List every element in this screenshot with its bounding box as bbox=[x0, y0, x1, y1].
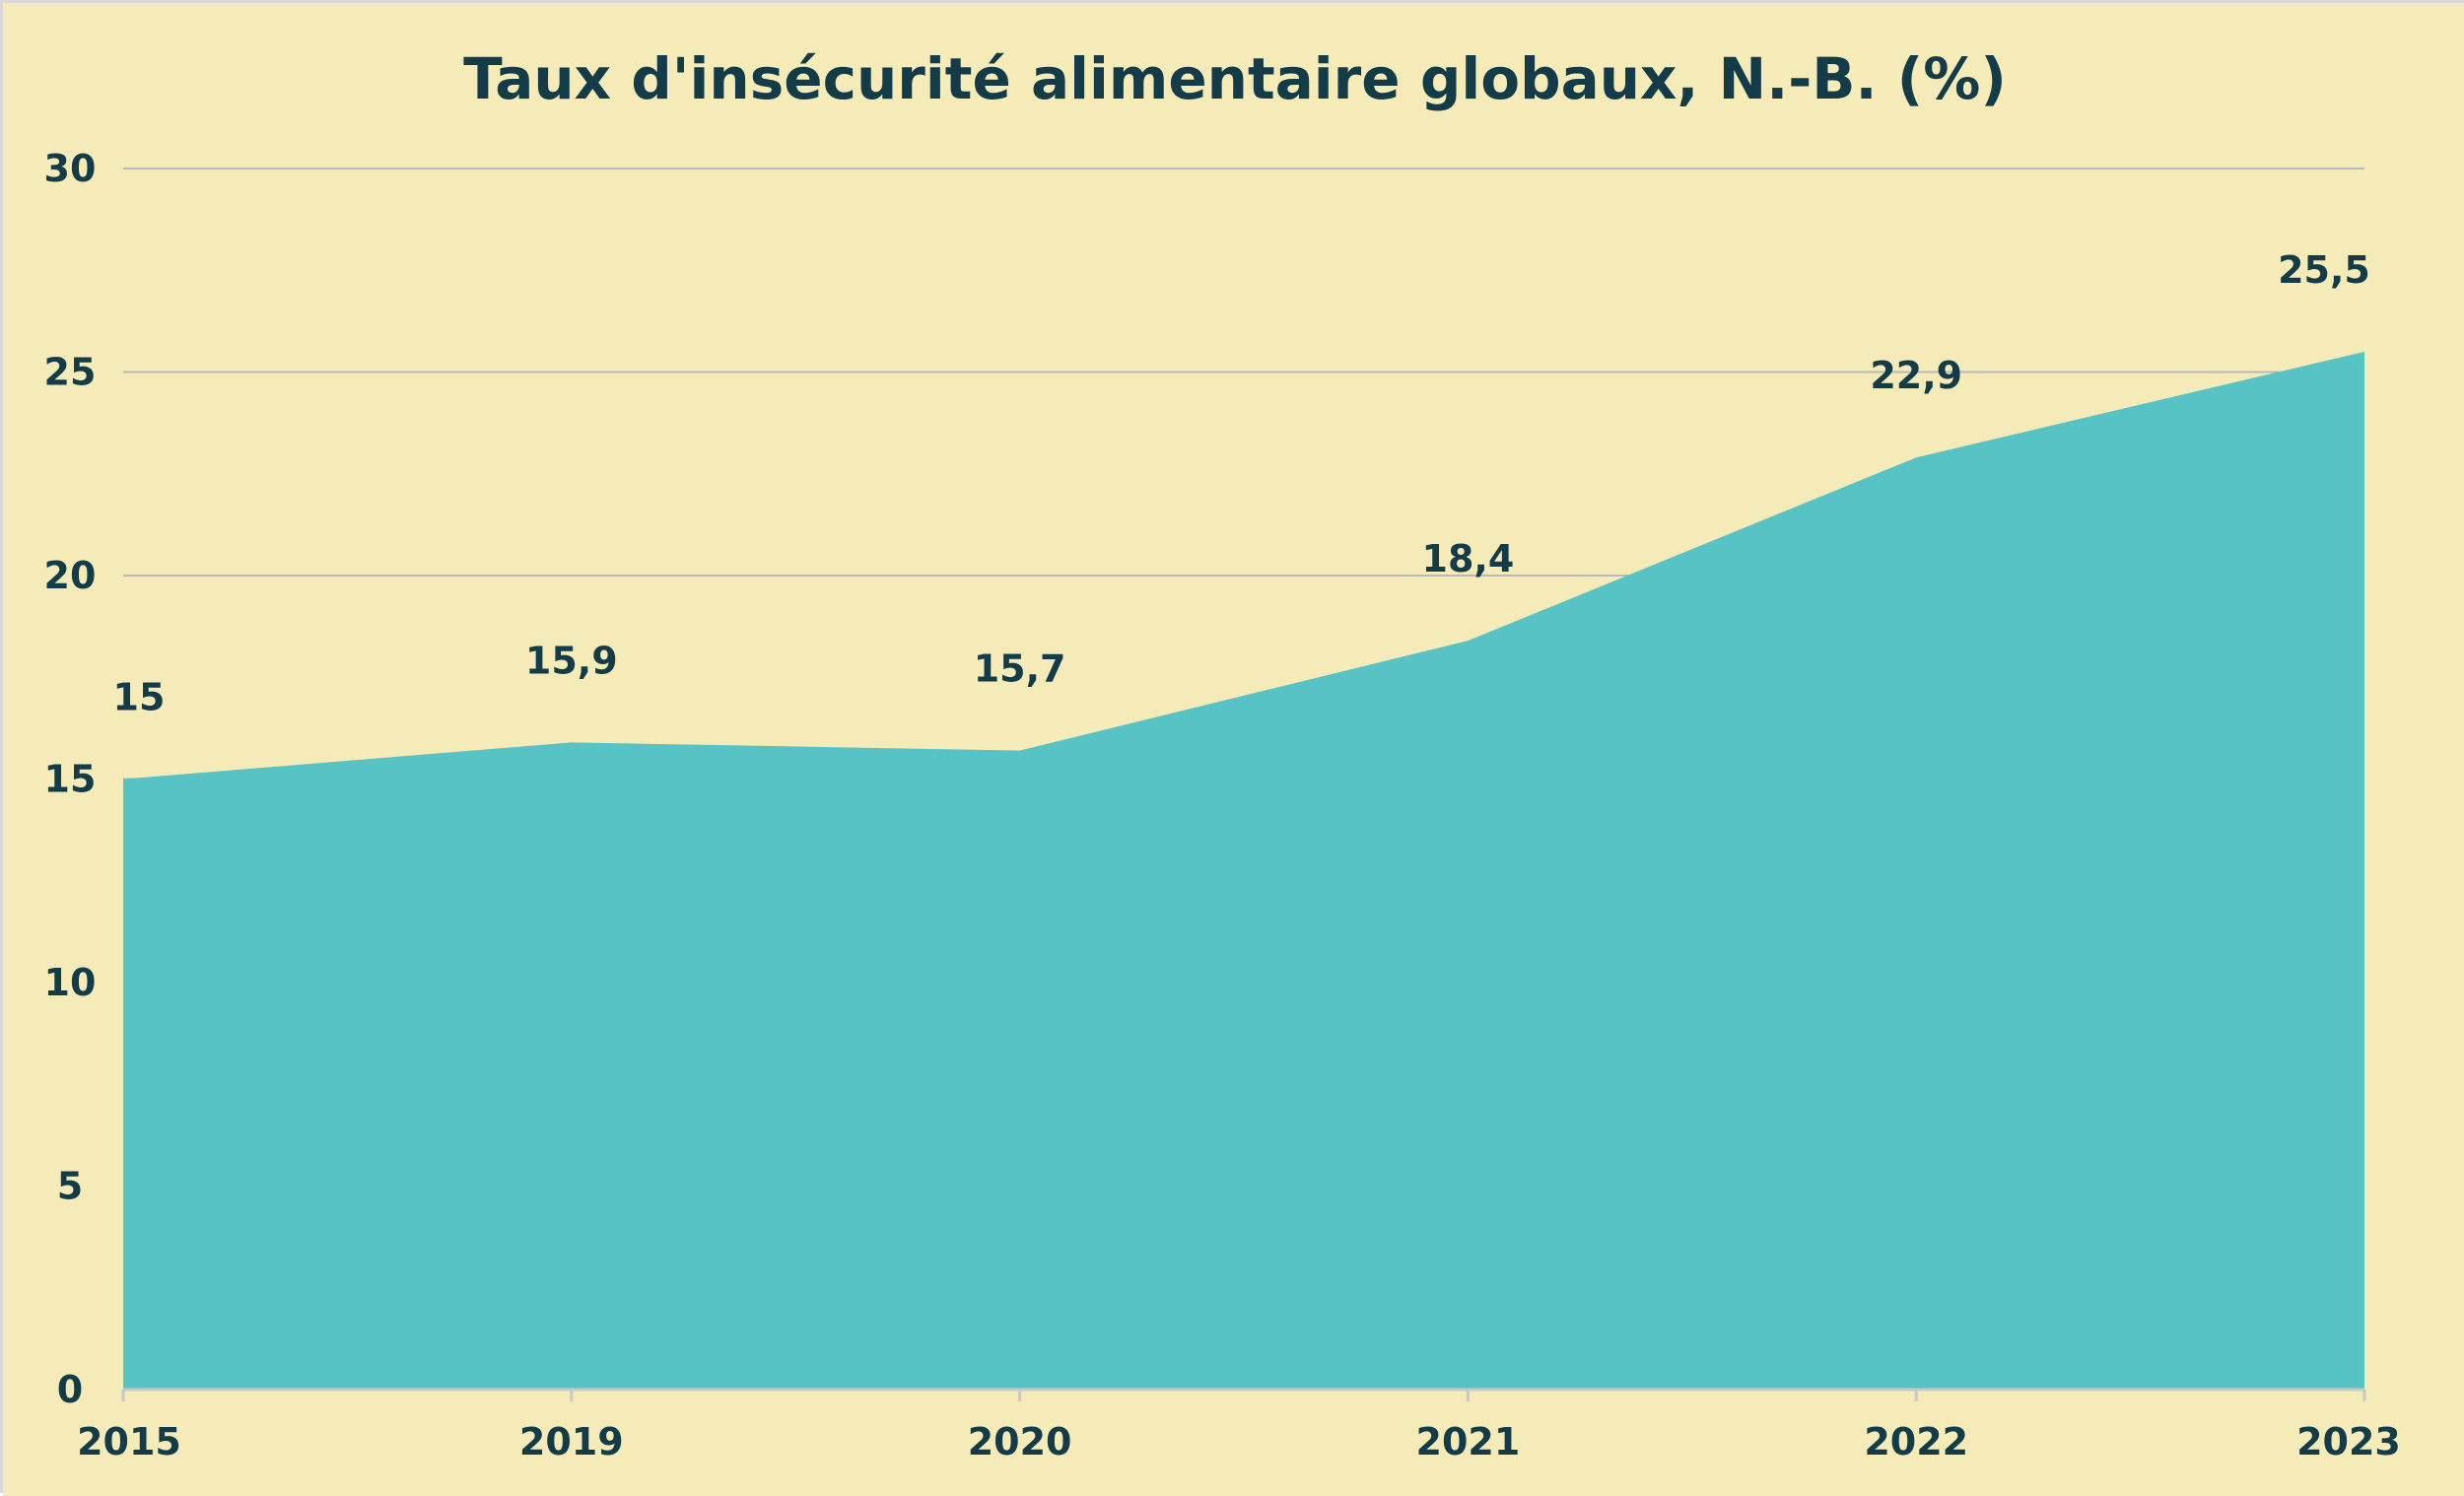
chart-title: Taux d'insécurité alimentaire globaux, N… bbox=[463, 45, 2007, 112]
x-tick-label-2021: 2021 bbox=[1416, 1420, 1521, 1463]
y-tick-label-30: 30 bbox=[44, 147, 97, 190]
x-axis-tick-labels: 2015 2019 2020 2021 2022 2023 bbox=[77, 1420, 2401, 1463]
area-chart: Taux d'insécurité alimentaire globaux, N… bbox=[3, 3, 2464, 1496]
x-tick-label-2023: 2023 bbox=[2296, 1420, 2401, 1463]
y-tick-label-5: 5 bbox=[57, 1165, 83, 1208]
data-label-2021: 18,4 bbox=[1422, 537, 1515, 580]
data-labels: 15 15,9 15,7 18,4 22,9 25,5 bbox=[113, 248, 2370, 719]
data-label-2019: 15,9 bbox=[525, 639, 618, 682]
y-tick-label-25: 25 bbox=[44, 351, 97, 394]
data-label-2022: 22,9 bbox=[1870, 354, 1962, 397]
y-tick-label-20: 20 bbox=[44, 554, 97, 597]
x-axis bbox=[121, 1388, 2366, 1401]
y-tick-label-0: 0 bbox=[57, 1368, 83, 1411]
area-series bbox=[123, 351, 2364, 1391]
x-tick-label-2015: 2015 bbox=[77, 1420, 181, 1463]
y-tick-label-10: 10 bbox=[44, 961, 97, 1004]
y-tick-label-15: 15 bbox=[44, 758, 97, 801]
data-label-2015: 15 bbox=[113, 676, 166, 719]
data-label-2020: 15,7 bbox=[974, 647, 1066, 691]
x-tick-label-2020: 2020 bbox=[968, 1420, 1072, 1463]
x-tick-label-2019: 2019 bbox=[519, 1420, 624, 1463]
area-fill bbox=[123, 351, 2364, 1391]
y-axis-tick-labels: 0 5 10 15 20 25 30 bbox=[44, 147, 97, 1411]
data-label-2023: 25,5 bbox=[2278, 248, 2370, 292]
x-tick-label-2022: 2022 bbox=[1864, 1420, 1968, 1463]
